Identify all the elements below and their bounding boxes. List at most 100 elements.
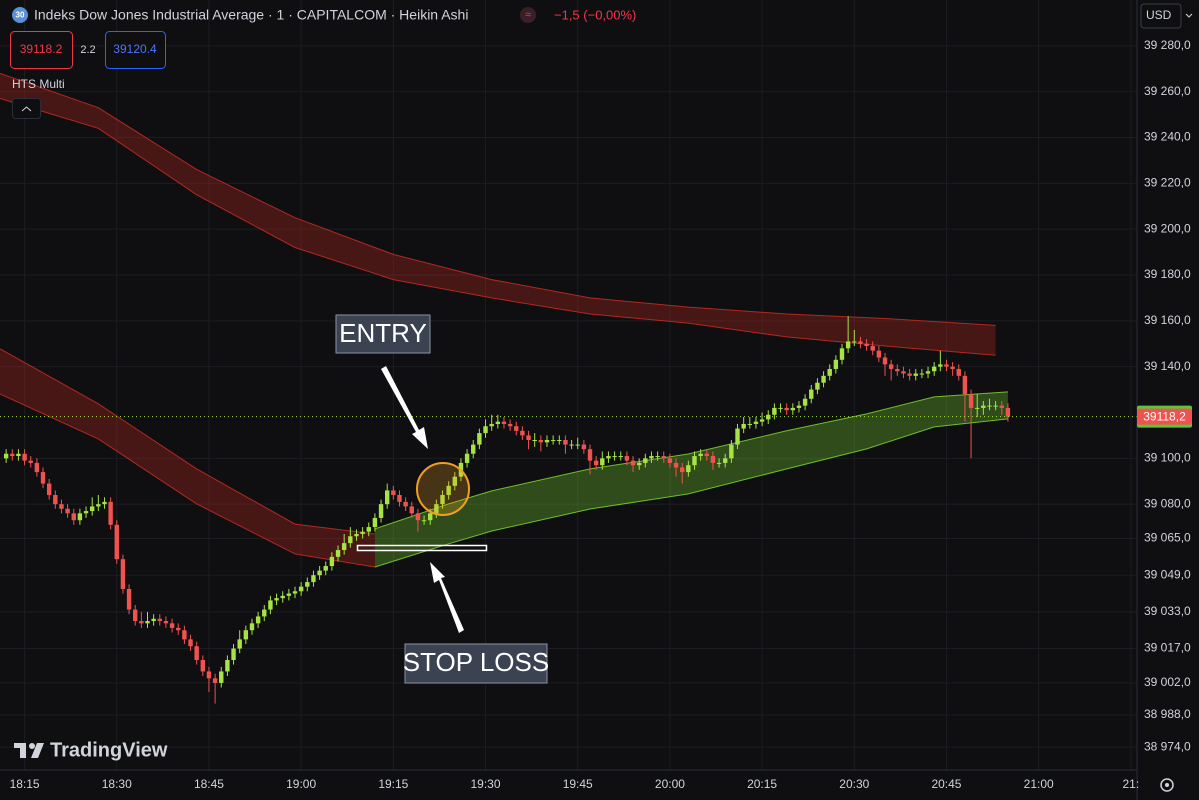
candle-body <box>176 627 181 631</box>
candle-body <box>784 407 789 411</box>
buy-price[interactable]: 39120.4 <box>113 42 157 56</box>
y-tick-label: 39 065,0 <box>1144 531 1191 545</box>
candle-body <box>852 341 857 343</box>
candle-body <box>550 440 556 441</box>
candle-body <box>59 504 64 509</box>
candle-body <box>747 423 753 425</box>
candle-body <box>71 513 76 521</box>
candle-body <box>845 341 851 349</box>
candle-body <box>477 433 482 445</box>
candle-body <box>83 511 89 514</box>
buy-button[interactable] <box>105 31 166 69</box>
candle-body <box>237 639 242 649</box>
candle-body <box>28 460 33 463</box>
candle-body <box>593 460 599 466</box>
y-tick-label: 39 100,0 <box>1144 451 1191 465</box>
status-icon-glyph: ≈ <box>525 9 531 21</box>
candle-body <box>925 371 931 374</box>
candle-body <box>532 440 537 441</box>
candle-body <box>225 660 230 672</box>
candle-body <box>538 440 544 443</box>
candle-body <box>938 364 943 367</box>
symbol-title[interactable]: Indeks Dow Jones Industrial Average · 1 … <box>34 7 468 23</box>
x-tick-label: 20:45 <box>931 777 961 791</box>
stop-loss-arrow <box>430 562 464 633</box>
candle-body <box>581 444 587 450</box>
candle-body <box>268 600 273 610</box>
collapse-button[interactable] <box>12 98 41 119</box>
candle-body <box>274 598 279 601</box>
candle-body <box>870 346 875 351</box>
candle-body <box>950 366 955 369</box>
candle-body <box>692 456 697 466</box>
price-axis <box>1137 0 1199 800</box>
band-upper <box>0 348 375 535</box>
price-change: −1,5 (−0,00%) <box>554 7 636 22</box>
symbol-icon-text: 30 <box>16 11 25 20</box>
x-tick-label: 20:00 <box>655 777 685 791</box>
logo-text: TradingView <box>50 739 168 761</box>
x-tick-label: 18:45 <box>194 777 224 791</box>
candle-body <box>3 453 9 459</box>
sell-price[interactable]: 39118.2 <box>20 42 63 56</box>
currency-button[interactable] <box>1140 3 1182 29</box>
candle-body <box>809 389 814 399</box>
symbol-icon <box>12 7 28 23</box>
y-tick-label: 39 220,0 <box>1144 176 1191 190</box>
candle-body <box>790 407 796 411</box>
candle-body <box>286 593 292 596</box>
candle-body <box>876 350 882 358</box>
candle-body <box>471 444 476 454</box>
y-tick-label: 39 002,0 <box>1144 675 1191 689</box>
candle-body <box>735 428 740 445</box>
candle-body <box>428 513 433 521</box>
indicator-name[interactable]: HTS Multi <box>12 77 65 91</box>
candle-body <box>796 405 802 408</box>
candle-body <box>741 423 746 429</box>
candle-body <box>200 660 206 672</box>
x-tick-label: 20:15 <box>747 777 777 791</box>
sell-button[interactable] <box>10 31 73 69</box>
logo-mark <box>20 743 26 758</box>
candle-body <box>956 368 961 376</box>
candle-body <box>864 343 869 347</box>
candle-body <box>194 646 199 660</box>
candle-body <box>931 366 937 372</box>
candle-body <box>464 453 470 463</box>
candle-body <box>360 531 365 534</box>
candle-body <box>440 495 445 505</box>
candle-body <box>145 621 150 624</box>
logo-mark <box>31 743 44 758</box>
candle-body <box>46 483 52 495</box>
currency[interactable]: USD <box>1146 8 1172 22</box>
candle-body <box>489 423 494 427</box>
candle-body <box>120 559 126 589</box>
candle-body <box>673 462 679 468</box>
settings-icon[interactable] <box>1160 778 1174 792</box>
band-fill <box>374 391 1008 567</box>
last-price-label: 39118,2 <box>1143 409 1186 423</box>
candle-body <box>667 458 673 463</box>
candle-body <box>311 575 316 583</box>
candle-body <box>10 453 15 457</box>
logo-mark <box>29 743 35 749</box>
candle-body <box>108 501 113 525</box>
candle-body <box>446 485 451 495</box>
logo: TradingView <box>14 739 168 761</box>
candle-body <box>507 423 513 427</box>
candle-body <box>317 570 322 576</box>
candle-body <box>372 517 378 528</box>
entry-marker <box>416 462 470 516</box>
candle-body <box>962 375 968 395</box>
y-tick-label: 38 974,0 <box>1144 739 1191 753</box>
settings-icon-core <box>1165 783 1169 787</box>
candle-body <box>704 453 709 457</box>
candle-body <box>975 407 980 409</box>
x-tick-label: 19:15 <box>378 777 408 791</box>
candle-body <box>655 456 660 458</box>
candle-body <box>968 394 974 408</box>
candle-body <box>649 456 654 459</box>
candle-body <box>483 426 488 434</box>
candle-body <box>65 508 70 514</box>
candle-body <box>993 405 998 407</box>
